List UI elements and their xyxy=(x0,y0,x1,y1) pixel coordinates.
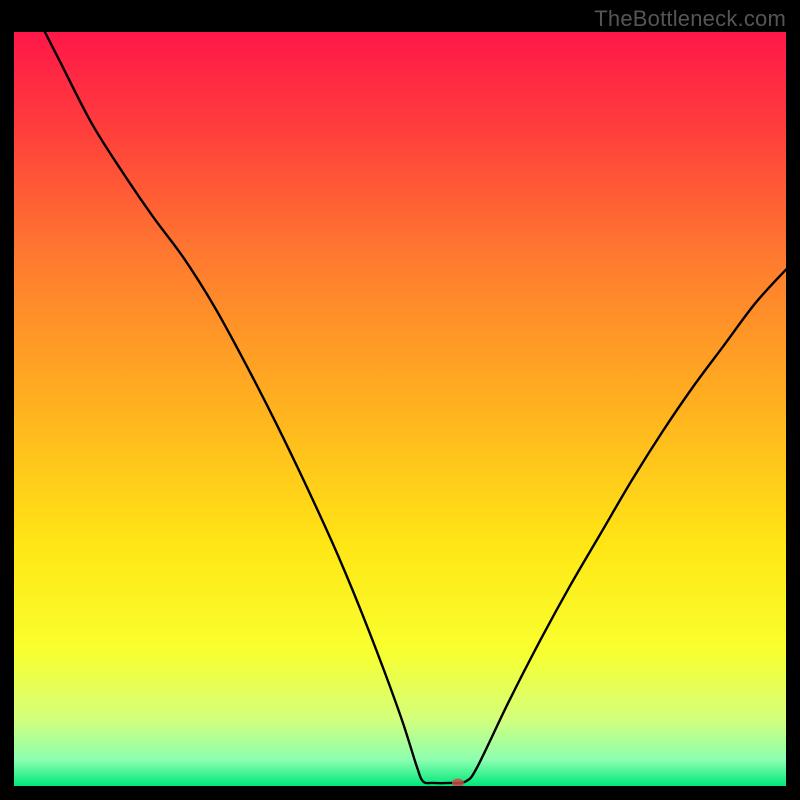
plot-area xyxy=(14,32,786,786)
attribution-text: TheBottleneck.com xyxy=(594,6,786,32)
chart-frame: TheBottleneck.com xyxy=(0,0,800,800)
chart-background xyxy=(14,32,786,786)
chart-svg xyxy=(14,32,786,786)
